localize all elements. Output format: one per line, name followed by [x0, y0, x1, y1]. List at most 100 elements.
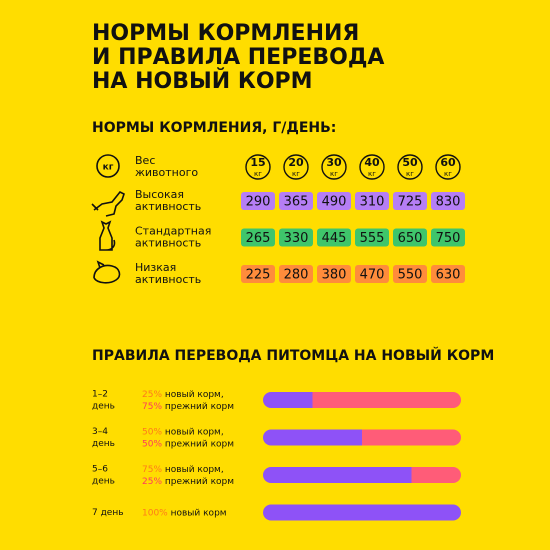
value: 650 — [398, 231, 423, 246]
value: 380 — [322, 268, 347, 283]
activity-label: Высокая — [135, 188, 184, 201]
progress-bar — [263, 429, 461, 446]
value-cell — [241, 265, 275, 283]
value-cell — [241, 192, 275, 210]
value: 290 — [246, 195, 271, 210]
day-label: день — [92, 439, 115, 449]
section-title: ПРАВИЛА ПЕРЕВОДА ПИТОМЦА НА НОВЫЙ КОРМ — [92, 347, 494, 364]
bar-old — [362, 429, 461, 446]
percent: 25% — [142, 390, 162, 400]
weight-unit: кг — [292, 170, 300, 178]
value-cell — [431, 192, 465, 210]
percent-text: 25% новый корм, — [142, 390, 224, 400]
icons — [91, 154, 125, 284]
weight-value: 60 — [440, 156, 456, 169]
activity-label: Стандартная — [135, 225, 211, 238]
weight-unit: кг — [406, 170, 414, 178]
percent-caption: новый корм, — [165, 465, 224, 475]
bar-new — [263, 429, 362, 446]
value: 265 — [246, 231, 271, 246]
day-label: день — [92, 477, 115, 487]
weight-label: животного — [135, 166, 198, 179]
value-cell — [355, 192, 389, 210]
weight-value: 50 — [402, 156, 418, 169]
value: 330 — [284, 231, 309, 246]
value-cell — [393, 192, 427, 210]
weight-value: 20 — [288, 156, 304, 169]
weight-value: 40 — [364, 156, 380, 169]
title-line: НА НОВЫЙ КОРМ — [92, 68, 313, 94]
percent-text: 25% прежний корм — [142, 477, 234, 487]
weight-label: Вес — [135, 154, 155, 167]
value-cell — [317, 265, 351, 283]
value: 365 — [284, 195, 309, 210]
weight-unit: кг — [444, 170, 452, 178]
percent-caption: прежний корм — [165, 402, 234, 412]
value-cell — [279, 192, 313, 210]
weight-circle — [359, 154, 385, 180]
weight-circle — [283, 154, 309, 180]
value: 550 — [398, 268, 423, 283]
value: 750 — [436, 231, 461, 246]
value-cell — [279, 265, 313, 283]
value-cell — [241, 228, 275, 247]
activity-label: активность — [135, 273, 201, 286]
value-cell — [355, 228, 389, 247]
weight-circle — [245, 154, 271, 180]
day-label: 1–2 — [92, 390, 108, 400]
dog-active-icon — [91, 190, 125, 217]
percent: 100% — [142, 508, 168, 518]
progress-bar — [263, 467, 461, 483]
percent: 75% — [142, 465, 162, 475]
bar-old — [411, 467, 461, 483]
title-line: И ПРАВИЛА ПЕРЕВОДА — [92, 45, 384, 70]
value: 470 — [360, 268, 385, 283]
percent: 25% — [142, 477, 162, 487]
cat-low-icon — [93, 260, 121, 284]
percent: 50% — [142, 439, 162, 449]
weight-circle — [321, 154, 347, 180]
percent-text: 50% прежний корм — [142, 439, 234, 449]
percent-caption: прежний корм — [165, 477, 234, 487]
weight-unit: кг — [368, 170, 376, 178]
value: 225 — [246, 268, 271, 283]
bar-new — [263, 467, 412, 483]
value-cell — [317, 192, 351, 210]
dog-standard-icon — [99, 220, 116, 251]
value-cell — [279, 228, 313, 247]
progress-bar — [263, 504, 461, 521]
weight-circle — [435, 154, 461, 180]
value: 830 — [436, 195, 461, 210]
value: 555 — [360, 231, 385, 246]
day-label: день — [92, 402, 115, 412]
activity-label: активность — [135, 237, 201, 250]
percent-text: 100% новый корм — [142, 508, 227, 518]
percent-caption: новый корм, — [165, 390, 224, 400]
value-cell — [431, 228, 465, 247]
percent-text: 75% прежний корм — [142, 402, 234, 412]
day-label: 3–4 — [92, 427, 108, 437]
value: 490 — [322, 195, 347, 210]
value: 725 — [398, 195, 423, 210]
value: 310 — [360, 195, 385, 210]
weight-unit: кг — [330, 170, 338, 178]
title-line: НОРМЫ КОРМЛЕНИЯ — [92, 21, 359, 46]
percent-text: 50% новый корм, — [142, 427, 224, 437]
value: 630 — [436, 268, 461, 283]
value-cell — [355, 265, 389, 283]
weight-icon — [96, 154, 120, 178]
value-cell — [393, 228, 427, 247]
section-title: НОРМЫ КОРМЛЕНИЯ, Г/ДЕНЬ: — [92, 120, 336, 136]
bar-old — [312, 392, 461, 408]
percent: 50% — [142, 427, 162, 437]
value-cell — [317, 228, 351, 247]
weight-circle — [397, 154, 423, 180]
weight-value: 30 — [326, 156, 342, 169]
percent-caption: новый корм — [171, 508, 227, 518]
weight-value: 15 — [250, 156, 265, 169]
progress-bar — [263, 392, 461, 408]
value: 280 — [284, 268, 309, 283]
percent: 75% — [142, 402, 162, 412]
